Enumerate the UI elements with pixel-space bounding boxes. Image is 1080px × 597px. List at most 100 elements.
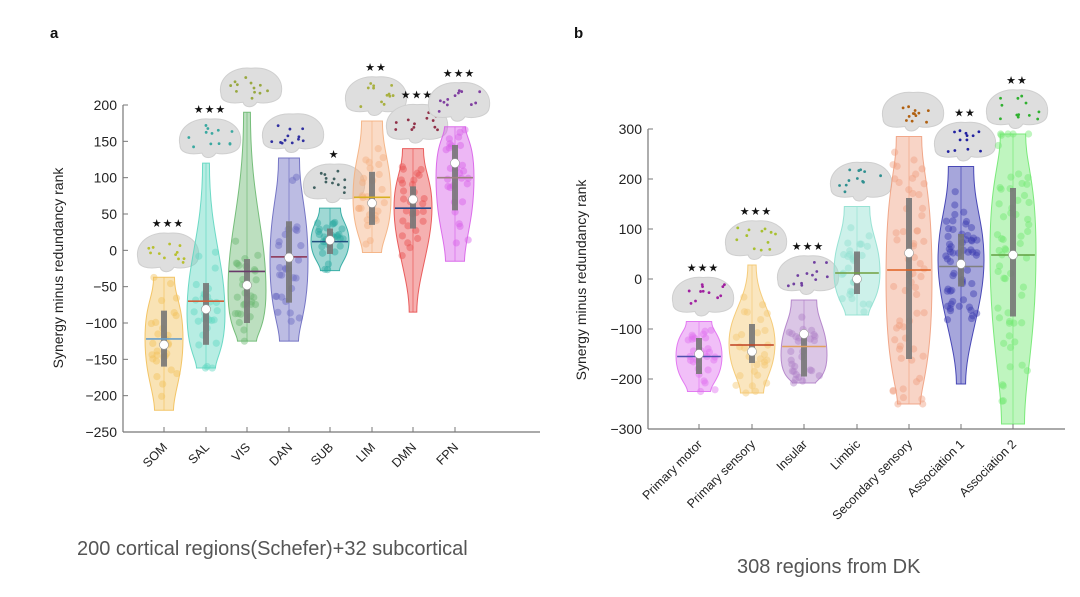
median-marker (242, 280, 252, 291)
data-point (158, 296, 166, 305)
data-point (911, 283, 920, 292)
data-point (972, 251, 980, 259)
data-point (700, 377, 708, 385)
data-point (211, 248, 220, 256)
data-point (688, 335, 696, 343)
brain-marker-dot (178, 244, 182, 247)
data-point (374, 207, 382, 215)
data-point (844, 252, 852, 260)
brain-marker-dot (253, 90, 256, 94)
significance-stars: ★★★ (792, 240, 825, 253)
brain-shape (261, 113, 325, 154)
data-point (889, 161, 897, 169)
data-point (995, 314, 1004, 322)
data-point (740, 344, 749, 352)
data-point (1024, 130, 1033, 138)
data-point (893, 324, 901, 332)
data-point (1024, 227, 1032, 236)
data-point (190, 308, 198, 316)
x-tick-label: SOM (140, 440, 170, 470)
data-point (920, 180, 928, 188)
axes-a (122, 105, 540, 433)
data-point (365, 158, 373, 166)
data-point (415, 171, 423, 179)
data-point (913, 227, 922, 235)
brain-marker-dot (848, 168, 852, 172)
data-point (287, 317, 295, 325)
median-marker (799, 329, 809, 339)
y-ticks-b: 300 200 100 0 −100 −200 −300 (610, 121, 653, 437)
violin-fpn: ★★★ (427, 67, 491, 262)
data-point (232, 237, 240, 245)
y-tick-label: 100 (94, 170, 118, 186)
violin-association-1: ★★ (933, 107, 997, 385)
data-point (949, 297, 957, 306)
brain-marker-dot (763, 227, 767, 231)
data-point (840, 251, 848, 259)
data-point (964, 231, 972, 240)
data-point (737, 331, 746, 339)
data-point (891, 336, 899, 344)
brain-marker-dot (187, 136, 191, 139)
brain-marker-dot (331, 181, 334, 185)
data-point (417, 165, 425, 174)
data-point (1014, 196, 1022, 204)
data-point (754, 371, 762, 379)
brain-marker-dot (812, 261, 816, 264)
data-point (1017, 232, 1025, 240)
violins-a: ★★★★★★★★★★★★★★★ (136, 61, 491, 411)
data-point (710, 356, 718, 364)
violins-b: ★★★★★★★★★★★★★ (671, 74, 1049, 425)
brain-icon (136, 232, 200, 273)
data-point (1007, 173, 1015, 181)
brain-marker-dot (249, 81, 253, 85)
data-point (315, 230, 323, 239)
brain-marker-dot (979, 149, 982, 153)
data-point (398, 232, 406, 240)
violin-dmn: ★★★ (385, 89, 449, 313)
brain-marker-dot (387, 92, 391, 96)
data-point (152, 357, 161, 365)
data-point (996, 183, 1004, 192)
y-tick-label: 200 (94, 97, 118, 113)
data-point (323, 266, 332, 274)
brain-marker-dot (181, 261, 185, 264)
data-point (949, 249, 957, 257)
data-point (787, 356, 795, 364)
data-point (967, 246, 975, 254)
data-point (943, 287, 951, 295)
brain-marker-dot (270, 140, 274, 144)
data-point (949, 225, 957, 234)
caption-b: 308 regions from DK (737, 556, 921, 578)
brain-marker-dot (913, 109, 917, 112)
data-point (792, 371, 800, 379)
data-point (252, 276, 260, 284)
violin-primary-sensory: ★★★ (724, 205, 788, 397)
brain-marker-dot (372, 84, 376, 88)
brain-marker-dot (721, 285, 725, 288)
brain-marker-dot (244, 76, 248, 79)
brain-marker-dot (286, 134, 290, 138)
brain-marker-dot (394, 121, 398, 124)
brain-marker-dot (168, 242, 172, 246)
brain-marker-dot (786, 284, 790, 288)
brain-marker-dot (457, 89, 461, 93)
brain-marker-dot (297, 137, 300, 141)
data-point (461, 126, 469, 134)
brain-marker-dot (438, 99, 442, 103)
y-tick-label: 200 (619, 171, 643, 187)
violin-som: ★★★ (136, 217, 200, 411)
data-point (442, 146, 450, 154)
data-point (810, 336, 818, 345)
brain-marker-dot (436, 128, 439, 132)
brain-marker-dot (312, 186, 316, 190)
brain-marker-dot (699, 290, 702, 293)
data-point (1005, 332, 1013, 340)
data-point (275, 241, 283, 250)
brain-marker-dot (736, 226, 740, 230)
brain-marker-dot (478, 90, 482, 94)
brain-marker-dot (369, 82, 373, 85)
data-point (893, 162, 901, 170)
brain-marker-dot (701, 289, 705, 293)
